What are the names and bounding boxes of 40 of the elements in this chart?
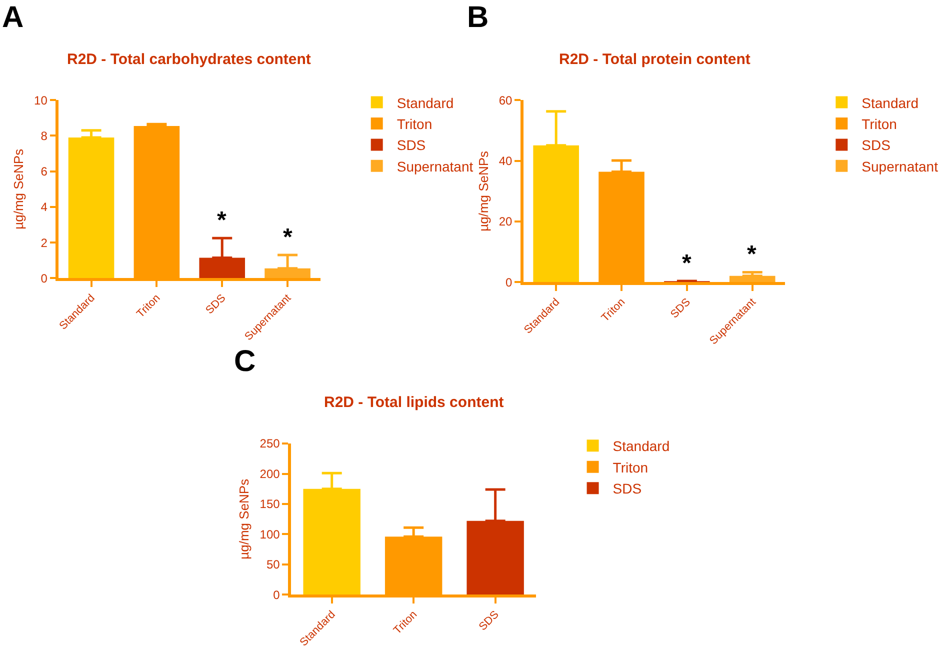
y-tick-label: 0 (506, 275, 513, 290)
text: C (234, 345, 256, 378)
legend-label: Standard (862, 94, 918, 111)
y-tick-label: 200 (260, 466, 280, 481)
y-tick-label: 0 (40, 271, 48, 286)
y-tick-label: 0 (273, 588, 280, 602)
legend-label: Triton (396, 116, 432, 132)
y-tick-label: 10 (34, 93, 48, 108)
legend-label: SDS (396, 137, 426, 154)
y-tick-label: 20 (498, 214, 513, 229)
legend-label: SDS (862, 137, 890, 154)
chart-title: R2D - Total carbohydrates content (67, 51, 311, 68)
y-axis-title: µg/mg SeNPs (476, 150, 491, 232)
y-tick-label: 150 (260, 497, 280, 512)
y-tick-label: 2 (40, 236, 48, 250)
y-tick-label: 4 (40, 200, 48, 214)
chart-title: R2D - Total protein content (559, 51, 750, 68)
legend-label: Supernatant (862, 158, 938, 174)
y-tick-label: 100 (260, 527, 280, 542)
annotation: * (217, 207, 227, 234)
annotation: * (682, 250, 692, 277)
y-tick-label: 50 (266, 558, 280, 572)
y-tick-label: 6 (40, 164, 48, 179)
legend-label: Triton (612, 459, 648, 476)
legend-label: SDS (612, 480, 642, 497)
legend-label: Standard (612, 438, 670, 454)
chart-title: R2D - Total lipids content (324, 394, 504, 411)
y-axis-title: µg/mg SeNPs (11, 148, 26, 230)
y-tick-label: 8 (40, 128, 48, 143)
y-tick-label: 250 (260, 436, 280, 451)
text: B (467, 1, 489, 34)
y-tick-label: 60 (498, 93, 513, 108)
legend-label: Standard (396, 94, 454, 111)
annotation: * (283, 224, 293, 251)
legend-label: Triton (862, 116, 897, 132)
y-axis-title: µg/mg SeNPs (236, 478, 252, 560)
text: A (2, 1, 24, 34)
annotation: * (747, 241, 757, 268)
y-tick-label: 40 (498, 154, 513, 168)
legend-label: Supernatant (396, 158, 474, 174)
